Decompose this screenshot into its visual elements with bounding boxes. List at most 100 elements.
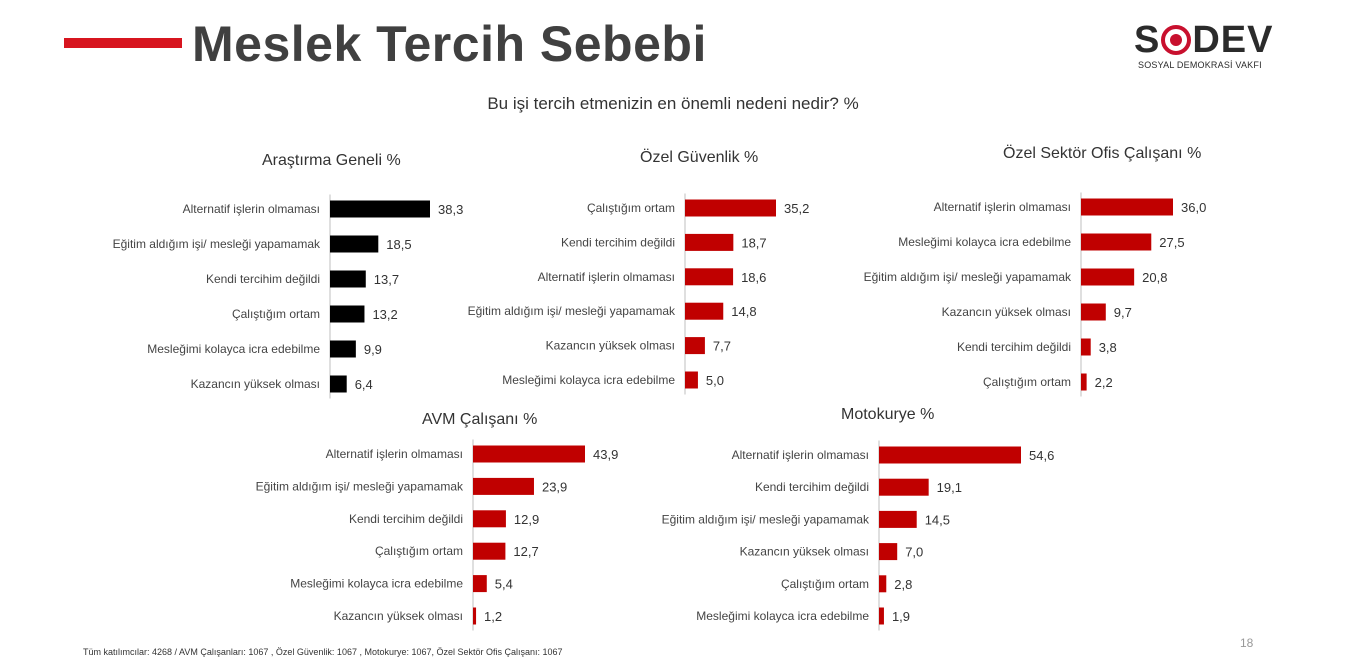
category-label: Mesleğimi kolayca icra edebilme	[696, 609, 869, 623]
bar	[685, 302, 724, 320]
survey-question: Bu işi tercih etmenizin en önemli nedeni…	[487, 94, 859, 113]
bar	[473, 607, 477, 625]
category-label: Alternatif işlerin olmaması	[538, 270, 675, 284]
category-label: Çalıştığım ortam	[983, 375, 1071, 389]
data-label: 20,8	[1142, 270, 1167, 285]
data-label: 35,2	[784, 201, 809, 216]
data-label: 2,2	[1095, 375, 1113, 390]
category-label: Çalıştığım ortam	[781, 577, 869, 591]
bar	[330, 340, 356, 358]
data-label: 54,6	[1029, 448, 1054, 463]
data-label: 9,9	[364, 342, 382, 357]
bar	[330, 305, 365, 323]
category-label: Eğitim aldığım işi/ mesleği yapamamak	[864, 270, 1072, 284]
data-label: 6,4	[355, 377, 373, 392]
data-label: 13,7	[374, 272, 399, 287]
logo-emblem-icon	[1161, 25, 1192, 55]
bar	[1081, 373, 1087, 391]
logo-subtitle: SOSYAL DEMOKRASİ VAKFI	[1138, 60, 1262, 70]
bar	[685, 199, 776, 217]
chart-security-group: Çalıştığım ortam 35,2 Kendi tercihim değil…	[468, 193, 809, 395]
category-label: Alternatif işlerin olmaması	[326, 447, 463, 461]
data-label: 18,5	[386, 237, 411, 252]
chart-courier-group: Alternatif işlerin olmaması 54,6 Kendi ter…	[662, 440, 1054, 631]
bar	[879, 543, 898, 561]
bar	[879, 478, 929, 496]
footnote: Tüm katılımcılar: 4268 / AVM Çalışanları…	[83, 647, 563, 657]
bar	[473, 445, 585, 463]
bar	[1081, 303, 1106, 321]
data-label: 18,7	[741, 235, 766, 250]
bar	[879, 607, 884, 625]
bar	[473, 510, 506, 528]
data-label: 3,8	[1099, 340, 1117, 355]
category-label: Eğitim aldığım işi/ mesleği yapamamak	[468, 304, 676, 318]
data-label: 5,4	[495, 577, 513, 592]
category-label: Kendi tercihim değildi	[561, 235, 675, 249]
chart-title-general: Araştırma Geneli %	[262, 152, 401, 169]
category-label: Mesleğimi kolayca icra edebilme	[147, 342, 320, 356]
category-label: Çalıştığım ortam	[232, 307, 320, 321]
data-label: 14,8	[731, 304, 756, 319]
category-label: Eğitim aldığım işi/ mesleği yapamamak	[256, 479, 464, 493]
chart-title-office: Özel Sektör Ofis Çalışanı %	[1003, 145, 1202, 162]
bar	[879, 446, 1021, 464]
page-title: Meslek Tercih Sebebi	[192, 16, 707, 72]
category-label: Kendi tercihim değildi	[349, 512, 463, 526]
category-label: Mesleğimi kolayca icra edebilme	[898, 235, 1071, 249]
data-label: 19,1	[937, 480, 962, 495]
bar	[473, 575, 487, 593]
data-label: 36,0	[1181, 200, 1206, 215]
data-label: 5,0	[706, 373, 724, 388]
logo-wordmark: S DEV	[1134, 19, 1274, 61]
bar	[473, 542, 506, 560]
data-label: 27,5	[1159, 235, 1184, 250]
category-label: Kazancın yüksek olması	[546, 339, 675, 353]
category-label: Çalıştığım ortam	[587, 201, 675, 215]
data-label: 13,2	[372, 307, 397, 322]
bar	[685, 268, 734, 286]
bar	[685, 233, 734, 251]
category-label: Mesleğimi kolayca icra edebilme	[502, 373, 675, 387]
bar	[330, 375, 347, 393]
data-label: 12,9	[514, 512, 539, 527]
category-label: Kazancın yüksek olması	[740, 545, 869, 559]
category-label: Alternatif işlerin olmaması	[183, 202, 320, 216]
data-label: 23,9	[542, 479, 567, 494]
data-label: 2,8	[894, 577, 912, 592]
chart-title-mall: AVM Çalışanı %	[422, 411, 538, 428]
category-label: Kendi tercihim değildi	[755, 480, 869, 494]
bar	[685, 371, 698, 389]
bar	[330, 200, 430, 218]
data-label: 1,9	[892, 609, 910, 624]
bar	[1081, 268, 1135, 286]
data-label: 43,9	[593, 447, 618, 462]
category-label: Eğitim aldığım işi/ mesleği yapamamak	[662, 512, 870, 526]
data-label: 7,7	[713, 339, 731, 354]
bar	[330, 270, 366, 288]
page-number: 18	[1240, 636, 1254, 650]
chart-title-courier: Motokurye %	[841, 406, 935, 423]
sodev-logo: S DEV SOSYAL DEMOKRASİ VAKFI	[1134, 20, 1274, 76]
bar	[1081, 338, 1091, 356]
data-label: 14,5	[925, 512, 950, 527]
category-label: Kazancın yüksek olması	[191, 377, 320, 391]
category-label: Kazancın yüksek olması	[942, 305, 1071, 319]
bar	[1081, 233, 1152, 251]
bar	[473, 477, 534, 495]
category-label: Kendi tercihim değildi	[206, 272, 320, 286]
data-label: 38,3	[438, 202, 463, 217]
category-label: Alternatif işlerin olmaması	[732, 448, 869, 462]
chart-general-group: Alternatif işlerin olmaması 38,3 Eğitim al…	[113, 194, 463, 399]
chart-mall-group: Alternatif işlerin olmaması 43,9 Eğitim al…	[256, 439, 618, 631]
bar	[685, 337, 705, 355]
data-label: 18,6	[741, 270, 766, 285]
category-label: Alternatif işlerin olmaması	[934, 200, 1071, 214]
data-label: 1,2	[484, 609, 502, 624]
bar	[879, 575, 887, 593]
bar	[879, 510, 917, 528]
data-label: 9,7	[1114, 305, 1132, 320]
category-label: Kendi tercihim değildi	[957, 340, 1071, 354]
category-label: Mesleğimi kolayca icra edebilme	[290, 577, 463, 591]
data-label: 7,0	[905, 545, 923, 560]
